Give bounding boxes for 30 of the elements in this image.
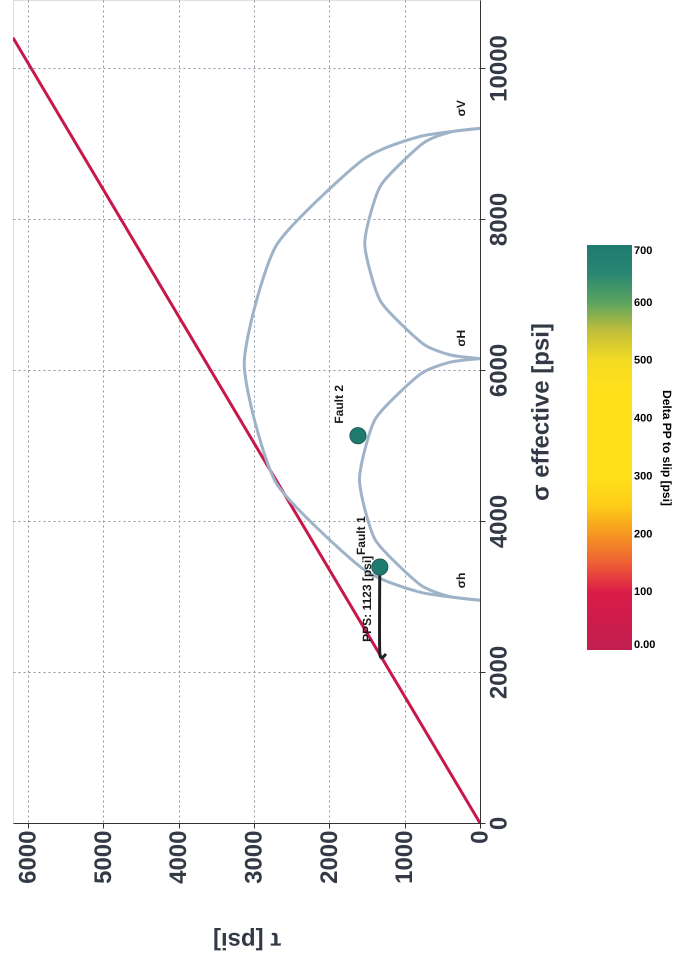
x-tick-label: 0	[466, 830, 494, 844]
annotation: Fault 1	[354, 516, 368, 556]
color-bar-label: 700	[634, 245, 652, 257]
color-bar-label: 600	[634, 296, 652, 309]
x-tick-label: 1000	[391, 830, 418, 884]
x-tick-label: 3000	[240, 830, 268, 884]
x-tick-label: 4000	[165, 830, 192, 884]
y-tick-label: 4000	[486, 494, 512, 548]
y-tick-label: 2000	[486, 646, 512, 700]
color-bar-label: 400	[634, 412, 652, 425]
y-tick-label: 0	[486, 816, 512, 830]
x-tick-label: 2000	[316, 830, 343, 884]
x-axis-title: τ [psi]	[212, 926, 282, 954]
annotation: σV	[454, 100, 468, 116]
color-bar-label: 0.00	[634, 639, 656, 651]
y-tick-label: 6000	[486, 344, 512, 398]
x-tick-label: 6000	[14, 830, 42, 884]
annotation: σH	[454, 330, 468, 347]
color-bar-label: 300	[634, 470, 652, 482]
color-bar-label: 100	[634, 586, 652, 598]
color-bar-label: 500	[634, 354, 652, 367]
color-bar-title: Delta PP to slip [psi]	[660, 390, 674, 506]
annotation: Fault 2	[332, 384, 346, 424]
color-bar-label: 200	[634, 528, 652, 540]
annotation: PPS: 1123 [psi]	[360, 556, 374, 642]
x-tick-label: 5000	[90, 830, 117, 884]
annotation: σh	[454, 572, 468, 588]
y-axis-title: σ effective [psi]	[528, 323, 554, 501]
y-tick-label: 8000	[486, 192, 512, 246]
y-tick-label: 10000	[486, 35, 512, 102]
